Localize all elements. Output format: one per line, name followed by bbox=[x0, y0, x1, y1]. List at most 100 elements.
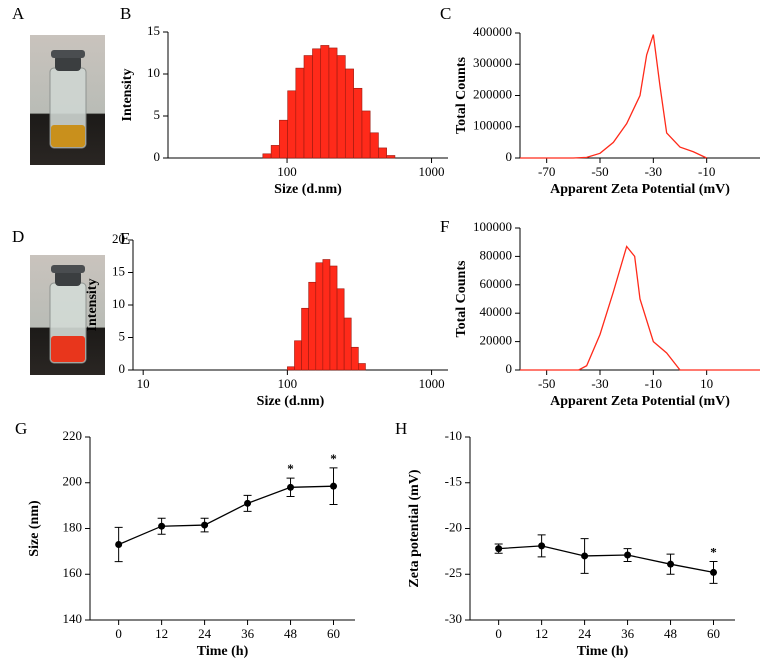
bar bbox=[378, 147, 387, 159]
y-tick-label: -15 bbox=[445, 474, 462, 489]
bar bbox=[315, 262, 324, 371]
point bbox=[201, 521, 209, 529]
axis-line bbox=[469, 437, 735, 621]
y-tick-label: 200 bbox=[63, 474, 83, 489]
x-tick-label: -10 bbox=[698, 164, 715, 179]
y-tick-label: -30 bbox=[445, 611, 462, 626]
y-tick-label: 140 bbox=[63, 611, 83, 626]
x-axis-label: Size (d.nm) bbox=[257, 394, 325, 409]
annotation: * bbox=[710, 544, 717, 559]
x-tick-label: 24 bbox=[198, 626, 212, 641]
bar bbox=[358, 363, 366, 371]
point bbox=[115, 541, 123, 549]
y-tick-label: -10 bbox=[445, 428, 462, 443]
y-tick-label: 10 bbox=[147, 65, 160, 80]
panel-label: H bbox=[395, 419, 407, 438]
x-axis-label: Time (h) bbox=[577, 644, 629, 659]
bar bbox=[343, 317, 352, 371]
y-axis-label: Size (nm) bbox=[27, 500, 42, 557]
x-axis-label: Size (d.nm) bbox=[274, 182, 342, 197]
annotation: * bbox=[330, 451, 337, 466]
bar bbox=[386, 155, 396, 159]
x-tick-label: 60 bbox=[707, 626, 720, 641]
bar bbox=[279, 119, 288, 159]
photo-a bbox=[30, 35, 105, 165]
x-tick-label: -30 bbox=[645, 164, 662, 179]
bar bbox=[303, 55, 313, 159]
line bbox=[118, 485, 334, 546]
bar bbox=[270, 145, 280, 159]
y-tick-label: -25 bbox=[445, 565, 462, 580]
bar bbox=[320, 45, 330, 159]
y-tick-label: 0 bbox=[506, 149, 513, 164]
y-tick-label: 0 bbox=[506, 361, 513, 376]
panel-label: C bbox=[440, 4, 451, 23]
y-axis-label: Zeta potential (mV) bbox=[407, 469, 422, 588]
y-tick-label: 20000 bbox=[480, 333, 513, 348]
panel-label: F bbox=[440, 217, 449, 236]
x-tick-label: 36 bbox=[241, 626, 255, 641]
y-tick-label: 0 bbox=[154, 149, 161, 164]
axis-line bbox=[89, 437, 355, 621]
y-tick-label: 15 bbox=[147, 23, 160, 38]
point bbox=[581, 552, 589, 560]
x-tick-label: -50 bbox=[591, 164, 608, 179]
panel-label: A bbox=[12, 4, 25, 23]
x-tick-label: 60 bbox=[327, 626, 340, 641]
y-tick-label: 20 bbox=[112, 231, 125, 246]
point bbox=[538, 542, 546, 550]
x-tick-label: -10 bbox=[645, 376, 662, 391]
bar bbox=[301, 307, 309, 371]
x-axis-label: Apparent Zeta Potential (mV) bbox=[550, 394, 730, 409]
photo-d bbox=[30, 255, 105, 375]
y-axis-label: Total Counts bbox=[454, 57, 469, 134]
x-tick-label: -50 bbox=[538, 376, 555, 391]
point bbox=[624, 551, 632, 559]
bar bbox=[312, 48, 322, 159]
y-tick-label: 80000 bbox=[480, 247, 513, 262]
y-tick-label: 300000 bbox=[473, 55, 512, 70]
panel-label: B bbox=[120, 4, 131, 23]
y-tick-label: 400000 bbox=[473, 24, 512, 39]
x-tick-label: 1000 bbox=[419, 164, 445, 179]
bar bbox=[361, 110, 371, 159]
bar bbox=[353, 87, 363, 159]
x-axis-label: Apparent Zeta Potential (mV) bbox=[550, 182, 730, 197]
x-tick-label: 36 bbox=[621, 626, 635, 641]
y-tick-label: 200000 bbox=[473, 86, 512, 101]
y-tick-label: 15 bbox=[112, 263, 125, 278]
point bbox=[287, 483, 295, 491]
x-tick-label: 12 bbox=[155, 626, 168, 641]
line bbox=[520, 245, 760, 371]
line bbox=[520, 34, 707, 159]
annotation: * bbox=[287, 461, 294, 476]
y-tick-label: 100000 bbox=[473, 118, 512, 133]
bar bbox=[369, 132, 379, 159]
x-tick-label: 48 bbox=[664, 626, 677, 641]
x-tick-label: -30 bbox=[591, 376, 608, 391]
bar bbox=[344, 68, 354, 159]
x-tick-label: -70 bbox=[538, 164, 555, 179]
bar bbox=[287, 366, 295, 371]
y-tick-label: 5 bbox=[154, 107, 161, 122]
x-tick-label: 100 bbox=[277, 164, 297, 179]
y-tick-label: 5 bbox=[119, 328, 126, 343]
panel-label: G bbox=[15, 419, 27, 438]
x-axis-label: Time (h) bbox=[197, 644, 249, 659]
panel-label: D bbox=[12, 227, 24, 246]
point bbox=[710, 568, 718, 576]
x-tick-label: 0 bbox=[115, 626, 122, 641]
y-tick-label: 0 bbox=[119, 361, 126, 376]
bar bbox=[328, 47, 338, 159]
point bbox=[667, 560, 675, 568]
y-axis-label: Total Counts bbox=[454, 260, 469, 337]
bar bbox=[336, 288, 345, 371]
line bbox=[498, 545, 714, 574]
y-tick-label: 220 bbox=[63, 428, 83, 443]
bar bbox=[308, 281, 317, 371]
bar bbox=[336, 55, 346, 159]
x-tick-label: 100 bbox=[278, 376, 298, 391]
point bbox=[495, 545, 503, 553]
x-tick-label: 12 bbox=[535, 626, 548, 641]
